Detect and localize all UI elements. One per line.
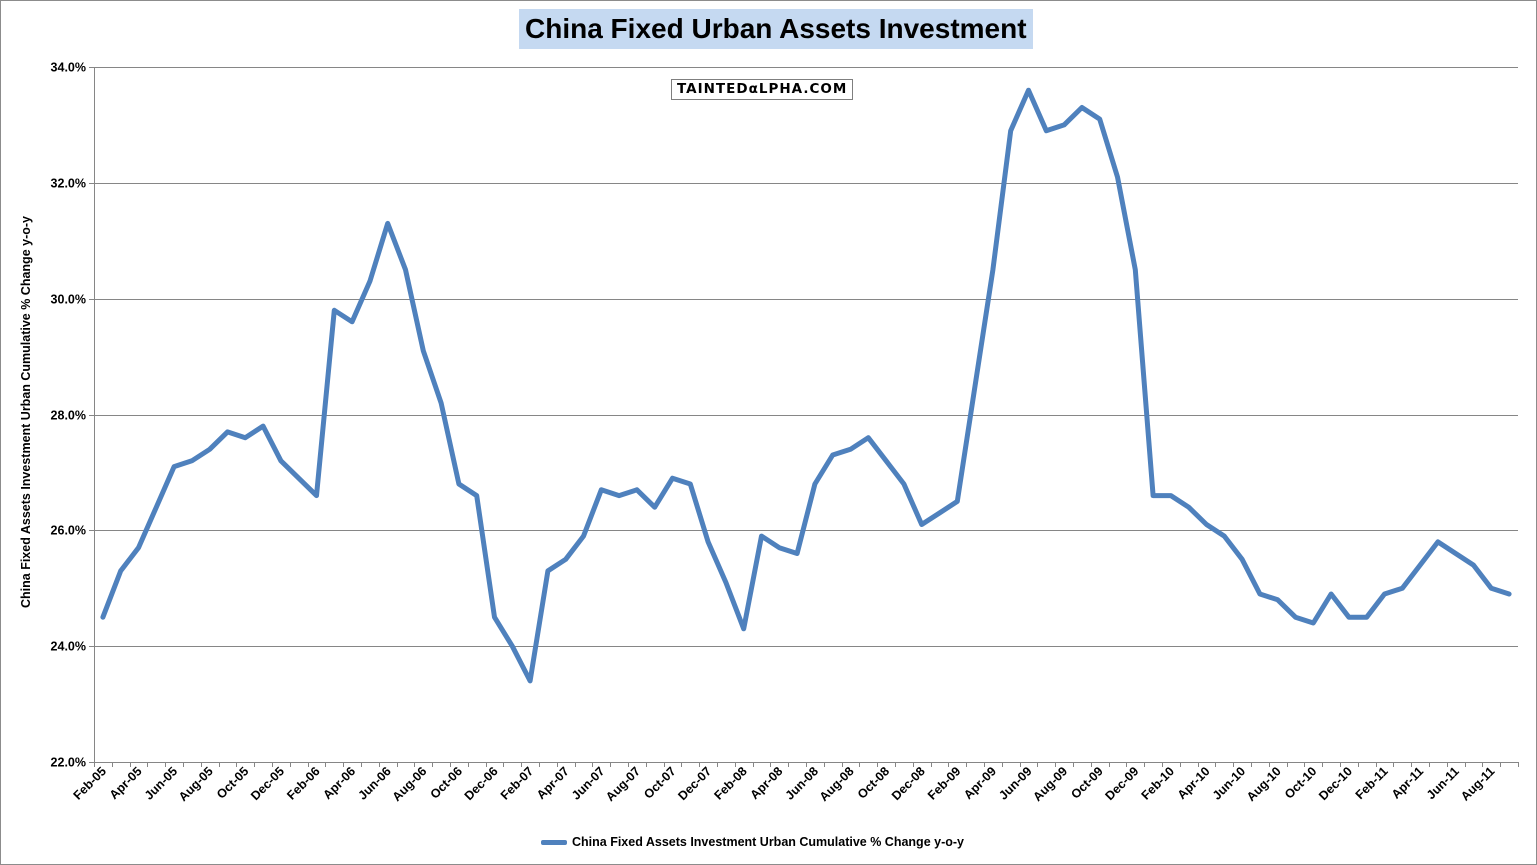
x-tick-label: Apr-10	[1175, 764, 1213, 802]
x-tick-label: Dec-10	[1316, 764, 1355, 803]
x-tick-label: Jun-08	[783, 764, 821, 802]
x-tick-label: Apr-09	[961, 764, 999, 802]
legend-swatch	[541, 839, 567, 845]
x-tick-label: Aug-06	[390, 764, 430, 804]
x-tick-label: Oct-07	[641, 764, 678, 801]
x-tick-label: Dec-09	[1103, 764, 1142, 803]
x-tick-label: Jun-11	[1424, 764, 1462, 802]
x-tick-label: Feb-09	[925, 764, 963, 802]
x-tick-label: Oct-10	[1282, 764, 1319, 801]
chart-title: China Fixed Urban Assets Investment	[519, 9, 1033, 49]
x-tick-label: Jun-07	[569, 764, 607, 802]
x-tick-label: Aug-11	[1458, 764, 1497, 803]
x-tick-label: Dec-06	[462, 764, 501, 803]
x-tick-label: Jun-09	[996, 764, 1034, 802]
x-tick-label: Oct-09	[1068, 764, 1105, 801]
x-tick-label: Dec-05	[248, 764, 287, 803]
x-tick-label: Jun-06	[355, 764, 393, 802]
x-tick-labels: Feb-05Apr-05Jun-05Aug-05Oct-05Dec-05Feb-…	[71, 764, 1498, 804]
x-tick-label: Feb-07	[498, 764, 536, 802]
legend-label: China Fixed Assets Investment Urban Cumu…	[572, 835, 964, 849]
x-tick-label: Apr-05	[107, 764, 145, 802]
x-tick-label: Oct-05	[214, 764, 251, 801]
x-tick-label: Apr-08	[748, 764, 786, 802]
series-line	[100, 87, 1512, 684]
x-tick-label: Oct-08	[855, 764, 892, 801]
x-tick-label: Jun-10	[1210, 764, 1248, 802]
x-tick-label: Apr-06	[320, 764, 358, 802]
y-tick-labels: 22.0% 24.0% 26.0% 28.0% 30.0% 32.0% 34.0%	[51, 61, 86, 770]
x-tick-label: Apr-07	[534, 764, 572, 802]
y-tick-label: 28.0%	[51, 409, 86, 423]
y-tick-label: 22.0%	[51, 756, 86, 770]
x-tick-label: Apr-11	[1389, 764, 1426, 801]
x-tick-label: Feb-11	[1353, 764, 1391, 802]
x-tick-label: Aug-07	[603, 764, 643, 804]
watermark-logo: TAINTEDαLPHA.COM	[671, 79, 854, 100]
legend: China Fixed Assets Investment Urban Cumu…	[541, 833, 964, 851]
y-tick-label: 32.0%	[51, 177, 86, 191]
x-tick-label: Feb-08	[711, 764, 749, 802]
x-tick-label: Aug-05	[176, 764, 216, 804]
x-tick-label: Feb-05	[71, 764, 109, 802]
series-layer	[100, 87, 1512, 684]
x-tick-label: Oct-06	[428, 764, 465, 801]
x-tick-label: Dec-08	[889, 764, 928, 803]
y-tick-label: 30.0%	[51, 293, 86, 307]
x-tick-label: Feb-10	[1139, 764, 1177, 802]
y-tick-label: 24.0%	[51, 640, 86, 654]
axes	[89, 67, 1519, 767]
x-tick-label: Aug-08	[817, 764, 857, 804]
x-tick-label: Jun-05	[142, 764, 180, 802]
x-tick-label: Aug-10	[1244, 764, 1284, 804]
y-tick-label: 34.0%	[51, 61, 86, 75]
x-tick-label: Dec-07	[675, 764, 714, 803]
gridlines	[94, 67, 1518, 647]
y-axis-title: China Fixed Assets Investment Urban Cumu…	[19, 216, 33, 608]
x-tick-label: Feb-06	[284, 764, 322, 802]
x-tick-label: Aug-09	[1030, 764, 1070, 804]
y-tick-label: 26.0%	[51, 524, 86, 538]
